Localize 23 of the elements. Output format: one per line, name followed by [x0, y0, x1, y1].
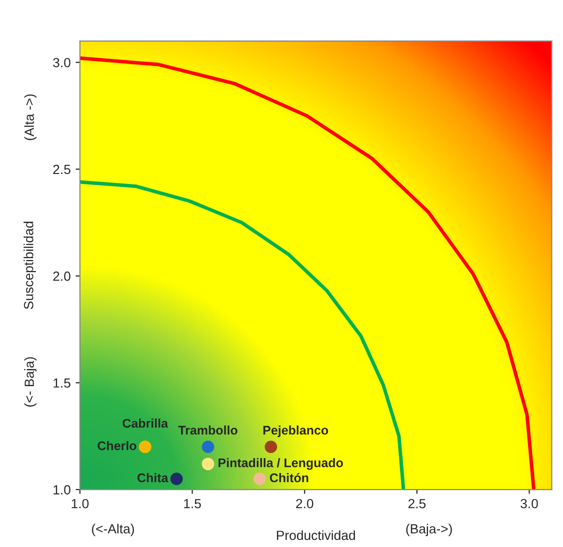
text: (<- Baja) [24, 357, 37, 407]
series-label: Chita [137, 473, 168, 482]
series-label: Pejeblanco [263, 425, 328, 438]
x-tick-label: 3.0 [520, 498, 538, 508]
text: (Alta ->) [24, 94, 37, 140]
x-tick-label: 2.0 [296, 498, 314, 508]
text: (<-Alta) [92, 524, 134, 536]
series-label: Cherlo [98, 441, 136, 450]
y-tick-label: 2.5 [53, 164, 70, 174]
series-label: Chitón [270, 472, 308, 482]
text: (Baja->) [406, 524, 452, 536]
y-tick-label: 1.5 [54, 378, 70, 388]
x-axis-title: Productividad [276, 530, 355, 540]
series-label: Trambollo [178, 425, 238, 435]
series-label: Pintadilla / Lenguado [218, 458, 343, 470]
x-tick-label: 2.5 [408, 498, 426, 508]
y-axis-title: Susceptibilidad [24, 222, 36, 310]
series-label: Cabrilla [122, 418, 168, 428]
x-tick-label: 1.0 [72, 498, 89, 508]
y-tick-label: 1.0 [54, 485, 70, 494]
x-tick-label: 1.5 [184, 499, 201, 508]
y-tick-label: 3.0 [53, 58, 70, 68]
y-tick-label: 2.0 [53, 272, 70, 281]
